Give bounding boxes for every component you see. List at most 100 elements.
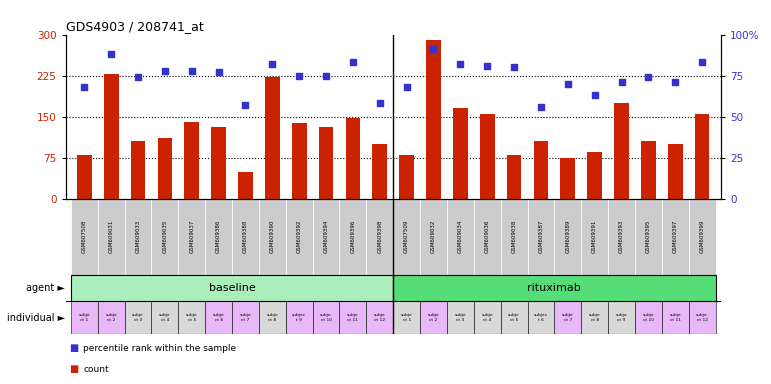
Bar bbox=[614, 103, 629, 199]
FancyBboxPatch shape bbox=[689, 199, 715, 275]
Bar bbox=[399, 155, 414, 199]
Bar bbox=[291, 123, 307, 199]
FancyBboxPatch shape bbox=[71, 199, 98, 275]
Text: subje
ct 1: subje ct 1 bbox=[401, 313, 412, 322]
Bar bbox=[453, 108, 468, 199]
Point bbox=[132, 74, 144, 80]
Text: GSM609033: GSM609033 bbox=[136, 220, 140, 253]
Point bbox=[374, 100, 386, 106]
Text: GDS4903 / 208741_at: GDS4903 / 208741_at bbox=[66, 20, 204, 33]
FancyBboxPatch shape bbox=[581, 301, 608, 334]
Bar bbox=[507, 155, 521, 199]
FancyBboxPatch shape bbox=[581, 199, 608, 275]
Bar bbox=[588, 152, 602, 199]
Bar bbox=[668, 144, 682, 199]
Point bbox=[105, 51, 117, 57]
Text: individual ►: individual ► bbox=[7, 313, 66, 323]
Bar bbox=[77, 155, 92, 199]
FancyBboxPatch shape bbox=[447, 301, 474, 334]
Point bbox=[293, 73, 305, 79]
Text: subjec
t 6: subjec t 6 bbox=[534, 313, 548, 322]
Text: ■: ■ bbox=[69, 343, 79, 353]
Bar bbox=[480, 114, 495, 199]
Text: subje
ct 3: subje ct 3 bbox=[132, 313, 144, 322]
FancyBboxPatch shape bbox=[474, 199, 500, 275]
Text: subje
ct 11: subje ct 11 bbox=[669, 313, 681, 322]
Text: subje
ct 11: subje ct 11 bbox=[347, 313, 359, 322]
Text: GSM609394: GSM609394 bbox=[324, 220, 328, 253]
FancyBboxPatch shape bbox=[420, 301, 447, 334]
Text: GSM607509: GSM607509 bbox=[404, 220, 409, 253]
Bar bbox=[104, 74, 119, 199]
Point bbox=[642, 74, 655, 80]
Point bbox=[454, 61, 466, 67]
FancyBboxPatch shape bbox=[339, 301, 366, 334]
Bar bbox=[265, 77, 280, 199]
FancyBboxPatch shape bbox=[286, 301, 312, 334]
Bar bbox=[157, 138, 172, 199]
FancyBboxPatch shape bbox=[393, 199, 420, 275]
Text: GSM609034: GSM609034 bbox=[458, 220, 463, 253]
FancyBboxPatch shape bbox=[420, 199, 447, 275]
FancyBboxPatch shape bbox=[393, 275, 715, 301]
Point bbox=[239, 102, 251, 108]
FancyBboxPatch shape bbox=[554, 301, 581, 334]
FancyBboxPatch shape bbox=[500, 199, 527, 275]
FancyBboxPatch shape bbox=[554, 199, 581, 275]
Text: GSM609396: GSM609396 bbox=[351, 220, 355, 253]
FancyBboxPatch shape bbox=[178, 301, 205, 334]
Text: GSM609398: GSM609398 bbox=[377, 220, 382, 253]
Point bbox=[696, 60, 709, 66]
Point bbox=[535, 104, 547, 110]
Point bbox=[400, 84, 412, 90]
FancyBboxPatch shape bbox=[286, 199, 312, 275]
Text: subje
ct 8: subje ct 8 bbox=[267, 313, 278, 322]
FancyBboxPatch shape bbox=[259, 301, 286, 334]
Point bbox=[186, 68, 198, 74]
Text: subje
ct 12: subje ct 12 bbox=[696, 313, 708, 322]
Bar bbox=[211, 127, 226, 199]
FancyBboxPatch shape bbox=[312, 199, 339, 275]
Point bbox=[481, 63, 493, 69]
Text: GSM609393: GSM609393 bbox=[619, 220, 624, 253]
Text: subje
ct 2: subje ct 2 bbox=[428, 313, 439, 322]
FancyBboxPatch shape bbox=[259, 199, 286, 275]
FancyBboxPatch shape bbox=[635, 301, 662, 334]
Point bbox=[78, 84, 90, 90]
Text: GSM609390: GSM609390 bbox=[270, 220, 274, 253]
FancyBboxPatch shape bbox=[366, 301, 393, 334]
Bar bbox=[426, 40, 441, 199]
Text: subje
ct 10: subje ct 10 bbox=[320, 313, 332, 322]
Text: subje
ct 8: subje ct 8 bbox=[589, 313, 601, 322]
Point bbox=[320, 73, 332, 79]
Text: subje
ct 4: subje ct 4 bbox=[159, 313, 171, 322]
Text: subje
ct 5: subje ct 5 bbox=[186, 313, 197, 322]
Text: GSM609399: GSM609399 bbox=[699, 220, 705, 253]
Text: subje
ct 2: subje ct 2 bbox=[106, 313, 117, 322]
Text: GSM607508: GSM607508 bbox=[82, 220, 87, 253]
FancyBboxPatch shape bbox=[151, 301, 178, 334]
Point bbox=[669, 79, 682, 85]
Text: count: count bbox=[83, 366, 109, 374]
FancyBboxPatch shape bbox=[125, 199, 151, 275]
Text: GSM609387: GSM609387 bbox=[538, 220, 544, 253]
Text: subje
ct 9: subje ct 9 bbox=[615, 313, 628, 322]
Text: rituximab: rituximab bbox=[527, 283, 581, 293]
Text: baseline: baseline bbox=[209, 283, 255, 293]
Bar bbox=[238, 172, 253, 199]
FancyBboxPatch shape bbox=[98, 199, 125, 275]
FancyBboxPatch shape bbox=[71, 301, 98, 334]
FancyBboxPatch shape bbox=[205, 301, 232, 334]
Text: subje
ct 3: subje ct 3 bbox=[454, 313, 466, 322]
Text: GSM609397: GSM609397 bbox=[673, 220, 678, 253]
FancyBboxPatch shape bbox=[205, 199, 232, 275]
Text: GSM609388: GSM609388 bbox=[243, 220, 248, 253]
Text: subje
ct 5: subje ct 5 bbox=[508, 313, 520, 322]
FancyBboxPatch shape bbox=[447, 199, 474, 275]
FancyBboxPatch shape bbox=[312, 301, 339, 334]
Point bbox=[159, 68, 171, 74]
FancyBboxPatch shape bbox=[71, 275, 393, 301]
Bar bbox=[534, 141, 548, 199]
FancyBboxPatch shape bbox=[662, 199, 689, 275]
FancyBboxPatch shape bbox=[527, 301, 554, 334]
